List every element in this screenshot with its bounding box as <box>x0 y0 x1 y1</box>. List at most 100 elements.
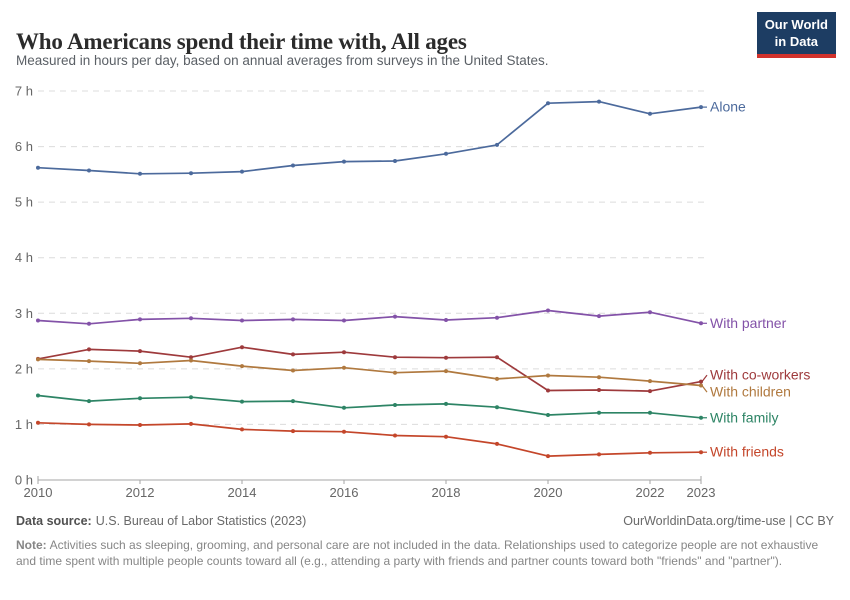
series-point-with-children-2013 <box>189 358 193 363</box>
series-point-with-co-workers-2019 <box>495 355 499 360</box>
series-point-with-partner-2021 <box>597 314 601 319</box>
series-point-alone-2018 <box>444 151 448 156</box>
x-axis-label-2020: 2020 <box>534 485 563 500</box>
series-point-alone-2021 <box>597 99 601 104</box>
series-label-with-co-workers[interactable]: With co-workers <box>710 367 810 383</box>
series-point-with-friends-2014 <box>240 427 244 432</box>
series-point-with-co-workers-2020 <box>546 388 550 393</box>
series-point-alone-2012 <box>138 171 142 176</box>
y-axis-label-4-h: 4 h <box>15 250 33 265</box>
series-line-with-co-workers <box>37 346 702 392</box>
series-point-with-friends-2020 <box>546 454 550 459</box>
y-axis-label-3-h: 3 h <box>15 306 33 321</box>
series-point-with-children-2014 <box>240 364 244 369</box>
series-point-with-children-2016 <box>342 365 346 370</box>
data-source-label: Data source: <box>16 514 92 528</box>
series-point-with-friends-2016 <box>342 429 346 434</box>
series-point-with-children-2022 <box>648 379 652 384</box>
series-label-alone[interactable]: Alone <box>710 99 746 115</box>
x-axis-label-2012: 2012 <box>126 485 155 500</box>
series-point-with-friends-2013 <box>189 421 193 426</box>
owid-logo[interactable]: Our World in Data <box>756 12 836 59</box>
series-point-with-children-2011 <box>87 359 91 364</box>
series-point-with-co-workers-2017 <box>393 355 397 360</box>
series-point-with-partner-2011 <box>87 321 91 326</box>
series-point-with-co-workers-2016 <box>342 350 346 355</box>
series-point-with-friends-2010 <box>36 420 40 425</box>
series-label-with-family[interactable]: With family <box>710 409 778 425</box>
series-point-alone-2014 <box>240 169 244 174</box>
series-point-with-family-2014 <box>240 399 244 404</box>
y-axis-label-1-h: 1 h <box>15 417 33 432</box>
chart-subtitle: Measured in hours per day, based on annu… <box>16 53 549 68</box>
series-point-with-friends-2021 <box>597 452 601 457</box>
series-point-alone-2015 <box>291 163 295 168</box>
x-axis-label-2022: 2022 <box>636 485 665 500</box>
series-point-with-family-2018 <box>444 401 448 406</box>
series-point-with-co-workers-2011 <box>87 347 91 352</box>
series-point-with-co-workers-2022 <box>648 389 652 394</box>
page-title: Who Americans spend their time with, All… <box>16 29 467 55</box>
series-label-connector-with-co-workers <box>701 374 708 383</box>
series-point-with-friends-2011 <box>87 422 91 427</box>
series-point-with-partner-2020 <box>546 308 550 313</box>
series-point-with-friends-2019 <box>495 441 499 446</box>
series-point-with-children-2017 <box>393 370 397 375</box>
series-point-with-family-2020 <box>546 413 550 417</box>
series-point-with-co-workers-2015 <box>291 352 295 357</box>
series-point-alone-2013 <box>189 171 193 176</box>
series-point-with-friends-2022 <box>648 450 652 455</box>
series-line-with-partner <box>37 309 702 325</box>
series-point-alone-2017 <box>393 159 397 163</box>
series-label-with-children[interactable]: With children <box>710 384 791 400</box>
series-point-alone-2010 <box>36 165 40 170</box>
x-axis-label-2023: 2023 <box>687 485 716 500</box>
series-point-alone-2020 <box>546 101 550 106</box>
data-source-value: U.S. Bureau of Labor Statistics (2023) <box>95 514 307 528</box>
note-text: Activities such as sleeping, grooming, a… <box>16 538 819 568</box>
owid-logo-line2: in Data <box>774 33 819 49</box>
series-point-with-friends-2018 <box>444 434 448 439</box>
series-point-with-partner-2022 <box>648 310 652 315</box>
y-axis-label-0-h: 0 h <box>15 473 33 488</box>
chart-note: Note: Activities such as sleeping, groomi… <box>16 538 834 570</box>
series-point-with-friends-2012 <box>138 423 142 427</box>
x-axis-label-2010: 2010 <box>24 485 53 500</box>
series-point-with-children-2018 <box>444 369 448 374</box>
y-axis-label-7-h: 7 h <box>15 84 33 99</box>
series-point-with-children-2020 <box>546 373 550 378</box>
series-point-with-family-2012 <box>138 396 142 401</box>
series-point-with-friends-2017 <box>393 433 397 438</box>
series-point-with-family-2023 <box>699 415 703 420</box>
series-line-with-friends <box>37 421 702 457</box>
data-source: Data source: U.S. Bureau of Labor Statist… <box>16 514 306 528</box>
series-point-with-co-workers-2014 <box>240 345 244 350</box>
series-label-with-partner[interactable]: With partner <box>710 315 787 331</box>
series-point-with-children-2012 <box>138 361 142 366</box>
series-point-with-friends-2023 <box>699 450 703 455</box>
series-point-with-co-workers-2012 <box>138 349 142 354</box>
series-point-with-partner-2018 <box>444 318 448 322</box>
chart-footer: Data source: U.S. Bureau of Labor Statist… <box>16 514 834 528</box>
y-axis-label-5-h: 5 h <box>15 195 33 210</box>
series-point-with-family-2016 <box>342 405 346 410</box>
series-point-alone-2019 <box>495 142 499 147</box>
series-point-with-family-2010 <box>36 393 40 398</box>
y-axis-label-6-h: 6 h <box>15 139 33 154</box>
series-point-alone-2022 <box>648 111 652 116</box>
owid-credit-link[interactable]: OurWorldinData.org/time-use | CC BY <box>623 514 834 528</box>
y-axis-label-2-h: 2 h <box>15 361 33 376</box>
series-point-alone-2016 <box>342 159 346 164</box>
series-point-with-partner-2010 <box>36 318 40 323</box>
series-point-with-partner-2017 <box>393 314 397 319</box>
note-label: Note: <box>16 538 47 552</box>
series-point-with-family-2022 <box>648 410 652 415</box>
series-point-with-partner-2015 <box>291 317 295 322</box>
series-label-with-friends[interactable]: With friends <box>710 444 784 460</box>
series-point-with-partner-2016 <box>342 318 346 323</box>
owid-logo-line1: Our World <box>764 17 828 32</box>
series-label-connector-with-children <box>701 385 708 393</box>
series-point-with-children-2021 <box>597 375 601 380</box>
series-point-alone-2023 <box>699 105 703 110</box>
